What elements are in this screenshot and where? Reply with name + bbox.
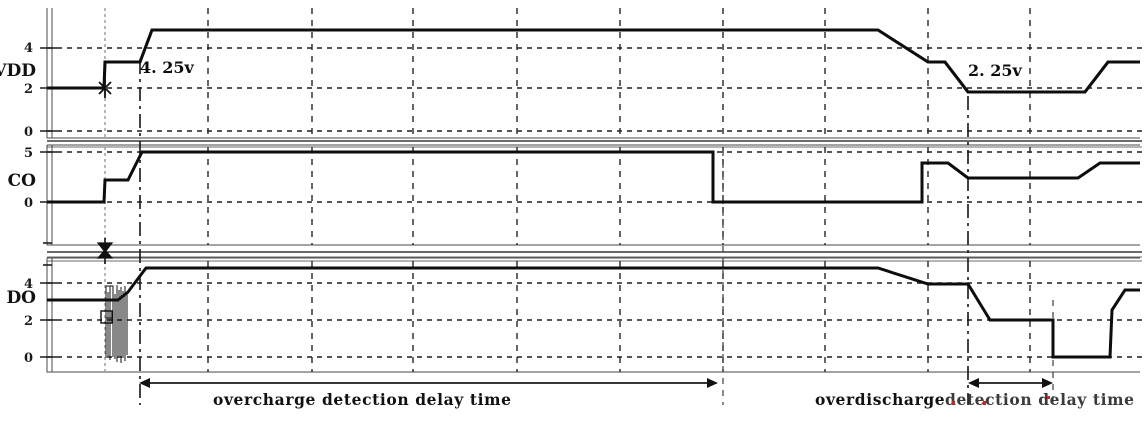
ytick-vdd-4: 4 — [24, 41, 33, 56]
vgrid-co — [104, 147, 1031, 245]
channel-label-vdd: VDD — [0, 61, 36, 81]
measurement-overcharge-delay[interactable]: overcharge detection delay time — [139, 378, 718, 409]
ytick-co-0: 0 — [24, 196, 33, 211]
overdischarge-delay-label-part1: overdischarge — [815, 390, 945, 409]
scan-artifacts — [952, 396, 1050, 405]
vertical-gridlines — [104, 8, 1031, 372]
ytick-do-2: 2 — [24, 314, 33, 329]
ytick-vdd-0: 0 — [24, 125, 33, 140]
y-tick-labels: 4 2 0 5 0 4 2 0 — [24, 41, 33, 366]
trigger-marker-vdd — [98, 78, 112, 98]
overcharge-arrow-head-right — [707, 378, 718, 388]
annotation-overdischarge-text: 2. 25v — [968, 61, 1023, 80]
overcharge-delay-label: overcharge detection delay time — [213, 390, 512, 409]
ytick-co-5: 5 — [24, 146, 33, 161]
plot-frames — [46, 8, 1140, 373]
annotation-overcharge-threshold: 4. 25v — [140, 58, 195, 77]
panel-separator-lines — [47, 140, 1142, 262]
waveform-vdd[interactable] — [47, 28, 1140, 94]
overdischarge-delay-label-part2: detection delay time — [945, 390, 1135, 409]
measurement-overdischarge-delay[interactable]: overdischarge detection delay time — [815, 378, 1135, 409]
ytick-do-0: 0 — [24, 351, 33, 366]
overcharge-arrow-head-left — [139, 378, 150, 388]
overdischarge-arrow-head-right — [1042, 378, 1053, 388]
waveform-co[interactable] — [47, 150, 1140, 204]
vgrid-do — [104, 261, 1031, 372]
vgrid-vdd — [104, 8, 1031, 138]
ytick-do-4: 4 — [24, 277, 33, 292]
annotation-overcharge-text: 4. 25v — [140, 58, 195, 77]
ytick-vdd-2: 2 — [24, 82, 33, 97]
do-noise-burst — [100, 285, 128, 363]
channel-label-do: DO — [6, 288, 36, 308]
annotation-overdischarge-threshold: 2. 25v — [968, 61, 1023, 80]
channel-label-co: CO — [8, 171, 37, 191]
waveform-do[interactable] — [47, 266, 1140, 359]
overdischarge-arrow-head-left — [968, 378, 979, 388]
trigger-markers[interactable] — [96, 78, 114, 264]
channel-name-labels: VDD CO DO — [0, 61, 36, 308]
